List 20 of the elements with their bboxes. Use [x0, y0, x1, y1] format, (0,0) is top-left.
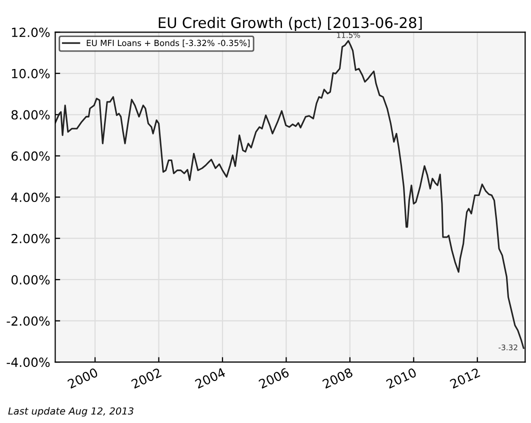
line-series	[55, 40, 524, 349]
y-tick-label: 2.00%	[12, 234, 50, 244]
y-tick-label: 4.00%	[11, 192, 50, 202]
x-tick-label: 2008	[322, 368, 354, 389]
x-tick-label: 2002	[130, 368, 162, 389]
legend-label: EU MFI Loans + Bonds [-3.32% -0.35%]	[86, 40, 250, 48]
y-tick-label: 0.00%	[11, 275, 50, 285]
y-tick-label: 10.0%	[12, 68, 50, 78]
x-tick-label: 2004	[194, 367, 226, 389]
y-tick-label: -2.00%	[6, 316, 50, 326]
y-tick-label: 6.00%	[12, 151, 50, 161]
y-tick-label: 8.00%	[12, 110, 50, 120]
chart-title: EU Credit Growth (pct) [2013-06-28]	[158, 16, 422, 32]
x-tick-label: 2010	[386, 368, 417, 389]
y-tick-label: 12.0%	[12, 28, 50, 38]
x-tick-label: 2012	[449, 368, 480, 389]
x-tick-label: 2000	[67, 368, 98, 389]
y-tick-label: -4.00%	[6, 358, 50, 368]
x-tick-label: 2006	[258, 367, 290, 389]
text: Last update Aug 12, 2013	[8, 407, 134, 417]
